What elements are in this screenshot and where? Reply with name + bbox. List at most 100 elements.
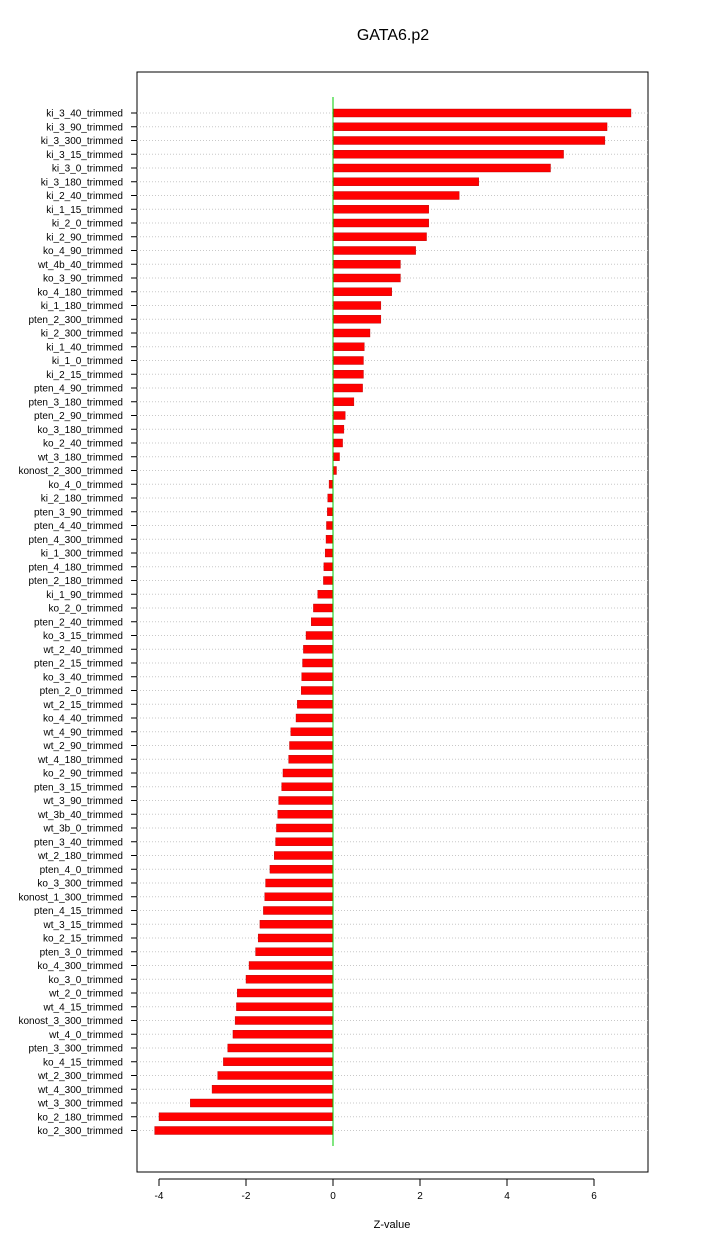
x-axis-label: Z-value — [374, 1219, 411, 1231]
bar — [275, 837, 334, 846]
category-label: pten_4_300_trimmed — [28, 535, 123, 546]
bar — [332, 273, 401, 283]
category-label: wt_4_15_trimmed — [43, 1002, 123, 1013]
category-label: wt_4_180_trimmed — [37, 755, 123, 766]
bar — [211, 1085, 334, 1094]
category-label: ko_3_40_trimmed — [43, 672, 123, 683]
category-label: pten_4_40_trimmed — [34, 521, 123, 532]
bar — [332, 356, 364, 365]
bar — [236, 1002, 334, 1011]
category-label: ko_3_90_trimmed — [43, 274, 123, 285]
bar — [332, 301, 382, 310]
x-tick-label: 4 — [504, 1191, 510, 1202]
bar — [332, 163, 551, 173]
bar — [227, 1043, 334, 1053]
category-label: ko_4_40_trimmed — [43, 714, 123, 725]
category-label: pten_3_40_trimmed — [34, 837, 123, 848]
category-label: ki_2_40_trimmed — [46, 191, 123, 202]
category-label: ko_4_300_trimmed — [37, 961, 123, 972]
category-label: ko_2_0_trimmed — [49, 604, 123, 615]
bar — [278, 796, 334, 805]
bar — [325, 535, 334, 544]
category-label: wt_3b_40_trimmed — [37, 810, 123, 821]
category-label: ki_2_90_trimmed — [46, 232, 123, 243]
bar — [332, 108, 632, 118]
category-label: ko_2_180_trimmed — [37, 1112, 123, 1123]
bar — [265, 878, 334, 888]
bar — [317, 590, 334, 599]
category-label: wt_3_180_trimmed — [37, 452, 123, 463]
category-label: ki_1_0_trimmed — [52, 356, 123, 367]
category-label: ki_3_15_trimmed — [46, 150, 123, 161]
x-axis: -4 -2 0 2 4 6 — [155, 1178, 597, 1202]
category-label: wt_2_180_trimmed — [37, 851, 123, 862]
category-label: wt_4b_40_trimmed — [37, 260, 123, 271]
bar — [257, 933, 334, 943]
bar — [297, 700, 334, 709]
bar — [264, 892, 334, 901]
bar — [332, 383, 363, 393]
category-label: ki_3_90_trimmed — [46, 122, 123, 133]
category-label: wt_4_300_trimmed — [37, 1085, 123, 1096]
category-label: pten_3_90_trimmed — [34, 507, 123, 518]
category-label: ki_1_300_trimmed — [41, 549, 123, 560]
category-label: ko_3_180_trimmed — [37, 425, 123, 436]
bar — [277, 810, 334, 819]
category-label: ko_3_300_trimmed — [37, 879, 123, 890]
bar — [245, 975, 334, 984]
category-label: pten_3_15_trimmed — [34, 782, 123, 793]
category-label: pten_4_0_trimmed — [40, 865, 123, 876]
category-label: pten_3_180_trimmed — [28, 397, 123, 408]
x-tick-label: -4 — [155, 1191, 164, 1202]
bar — [332, 191, 460, 200]
category-label: ki_3_0_trimmed — [52, 164, 123, 175]
category-label: pten_4_180_trimmed — [28, 562, 123, 573]
category-label: wt_3b_0_trimmed — [43, 824, 123, 835]
bar — [332, 246, 416, 255]
category-label: ki_3_180_trimmed — [41, 177, 123, 188]
bar — [332, 177, 479, 186]
category-label: pten_2_40_trimmed — [34, 617, 123, 628]
bar — [332, 232, 427, 241]
category-labels: ki_3_40_trimmed ki_3_90_trimmed ki_3_300_t… — [18, 109, 137, 1137]
chart-title: GATA6.p2 — [357, 27, 429, 44]
bar — [328, 480, 334, 489]
category-label: wt_3_300_trimmed — [37, 1099, 123, 1110]
bar — [234, 1016, 334, 1025]
bar — [332, 122, 608, 131]
bar — [324, 548, 334, 558]
category-label: ko_4_90_trimmed — [43, 246, 123, 257]
bar — [259, 920, 334, 929]
category-label: ko_2_300_trimmed — [37, 1126, 123, 1137]
x-tick-label: 2 — [417, 1191, 423, 1202]
bar — [332, 370, 364, 379]
bar — [332, 328, 371, 338]
category-label: wt_4_0_trimmed — [48, 1030, 123, 1041]
bar — [158, 1112, 334, 1121]
bar — [276, 823, 334, 833]
category-label: wt_3_90_trimmed — [43, 796, 123, 807]
category-label: wt_4_90_trimmed — [43, 727, 123, 738]
category-label: ki_1_90_trimmed — [46, 590, 123, 601]
bar — [295, 713, 334, 723]
category-label: ki_2_0_trimmed — [52, 219, 123, 230]
category-label: ki_1_40_trimmed — [46, 342, 123, 353]
category-label: wt_2_90_trimmed — [43, 741, 123, 752]
bar — [332, 136, 606, 145]
bar — [302, 658, 334, 668]
bar — [323, 576, 334, 585]
x-tick-label: 0 — [330, 1191, 336, 1202]
bar — [332, 466, 337, 475]
category-label: konost_3_300_trimmed — [18, 1016, 123, 1027]
x-tick-label: -2 — [242, 1191, 251, 1202]
bar — [332, 452, 340, 461]
bar — [327, 507, 334, 516]
bar — [332, 411, 346, 420]
category-label: ki_1_180_trimmed — [41, 301, 123, 312]
bars — [154, 97, 632, 1146]
bar — [332, 315, 382, 324]
category-label: ko_2_40_trimmed — [43, 439, 123, 450]
bar — [323, 562, 334, 571]
category-label: pten_2_15_trimmed — [34, 659, 123, 670]
bar — [301, 686, 334, 695]
